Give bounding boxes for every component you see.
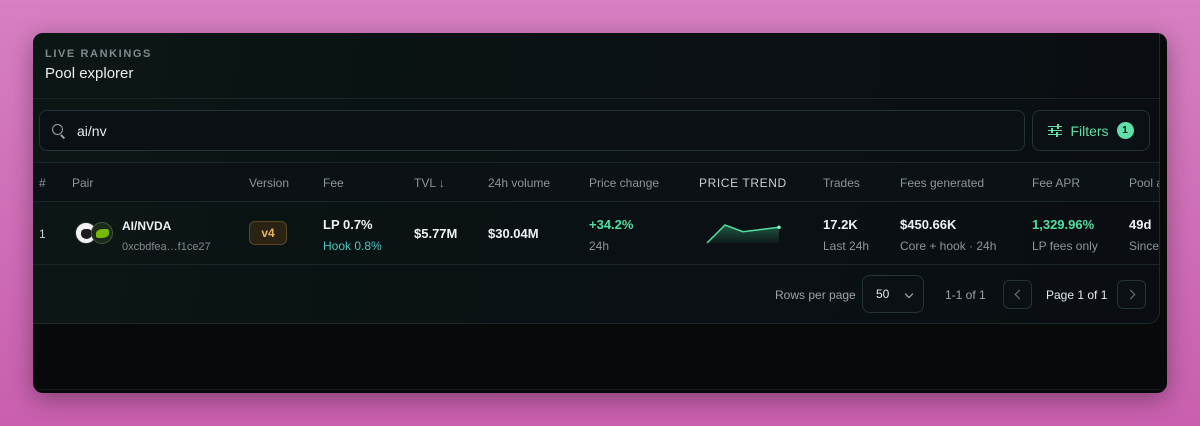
divider: [33, 162, 1159, 163]
trades-value: 17.2K: [823, 217, 858, 232]
fee-hook: Hook 0.8%: [323, 239, 382, 253]
column-volume[interactable]: 24h volume: [488, 176, 551, 190]
search-value: ai/nv: [77, 122, 107, 139]
chevron-right-icon: [1125, 289, 1136, 300]
fee-apr-value: 1,329.96%: [1032, 217, 1095, 232]
pool-age-value: 49d: [1129, 217, 1152, 232]
prev-page-button[interactable]: [1003, 280, 1032, 309]
column-fees-generated[interactable]: Fees generated: [900, 176, 985, 190]
search-input[interactable]: ai/nv: [39, 110, 1025, 151]
column-pool-age[interactable]: Pool a: [1129, 176, 1160, 190]
column-fee[interactable]: Fee: [323, 176, 344, 190]
rows-per-page-value: 50: [876, 287, 890, 301]
fee-cell: LP 0.7% Hook 0.8%: [323, 217, 382, 253]
column-rank: #: [39, 176, 46, 190]
row-rank: 1: [39, 227, 46, 241]
rows-per-page-label: Rows per page: [775, 288, 856, 302]
page-indicator: Page 1 of 1: [1046, 288, 1108, 302]
filters-label: Filters: [1070, 122, 1109, 139]
panel-header: LIVE RANKINGS Pool explorer: [45, 48, 152, 82]
pool-explorer-panel: LIVE RANKINGS Pool explorer ai/nv Filter…: [33, 33, 1160, 324]
chevron-left-icon: [1014, 289, 1025, 300]
fee-apr-sub: LP fees only: [1032, 239, 1098, 253]
table-row[interactable]: 1 AI/NVDA 0xcbdfea…f1ce27 v4 LP 0.7% Hoo…: [33, 202, 1159, 264]
pagination-range: 1-1 of 1: [945, 288, 986, 302]
column-price-trend: PRICE TREND: [699, 176, 787, 190]
fee-apr-cell: 1,329.96% LP fees only: [1032, 217, 1098, 253]
search-icon: [52, 123, 66, 138]
divider: [33, 389, 1167, 390]
section-eyebrow: LIVE RANKINGS: [45, 48, 152, 60]
table-header: # Pair Version Fee TVL ↓ 24h volume Pric…: [33, 163, 1159, 201]
trades-sub: Last 24h: [823, 239, 870, 253]
tvl-value: $5.77M: [414, 226, 458, 241]
divider: [33, 201, 1159, 202]
column-version[interactable]: Version: [249, 176, 290, 190]
app-window: LIVE RANKINGS Pool explorer ai/nv Filter…: [33, 33, 1167, 393]
rows-per-page-select[interactable]: 50: [862, 275, 924, 313]
price-change-period: 24h: [589, 239, 610, 253]
fees-generated-value: $450.66K: [900, 217, 957, 232]
filters-count-badge: 1: [1116, 122, 1134, 139]
column-price-change[interactable]: Price change: [589, 176, 660, 190]
fee-lp: LP 0.7%: [323, 217, 373, 232]
sparkline-endpoint: [777, 225, 781, 230]
divider: [33, 264, 1159, 265]
pair-cell: AI/NVDA 0xcbdfea…f1ce27: [122, 219, 211, 253]
price-change-value: +34.2%: [589, 217, 634, 232]
fees-generated-cell: $450.66K Core + hook · 24h: [900, 217, 996, 253]
price-trend-sparkline: [706, 224, 781, 244]
page-title: Pool explorer: [45, 65, 134, 82]
divider: [33, 98, 1159, 99]
trades-cell: 17.2K Last 24h: [823, 217, 869, 253]
version-badge: v4: [249, 221, 287, 245]
column-trades[interactable]: Trades: [823, 176, 860, 190]
sparkline-line: [706, 224, 780, 244]
price-change-cell: +34.2% 24h: [589, 217, 633, 253]
sparkline-area: [707, 225, 779, 243]
nvda-token-icon: [91, 222, 113, 244]
sliders-icon: [1048, 123, 1063, 137]
pool-age-cell: 49d Since: [1129, 217, 1159, 253]
column-pair[interactable]: Pair: [72, 176, 94, 190]
pair-address: 0xcbdfea…f1ce27: [122, 241, 211, 253]
filters-button[interactable]: Filters 1: [1032, 110, 1150, 151]
fees-generated-sub: Core + hook · 24h: [900, 239, 997, 253]
chevron-down-icon: [904, 289, 914, 299]
volume-value: $30.04M: [488, 226, 539, 241]
next-page-button[interactable]: [1117, 280, 1146, 309]
pair-name: AI/NVDA: [122, 219, 172, 233]
pool-age-sub: Since: [1129, 239, 1160, 253]
column-tvl[interactable]: TVL ↓: [414, 176, 445, 190]
pair-token-avatars: [75, 221, 115, 245]
column-fee-apr[interactable]: Fee APR: [1032, 176, 1081, 190]
